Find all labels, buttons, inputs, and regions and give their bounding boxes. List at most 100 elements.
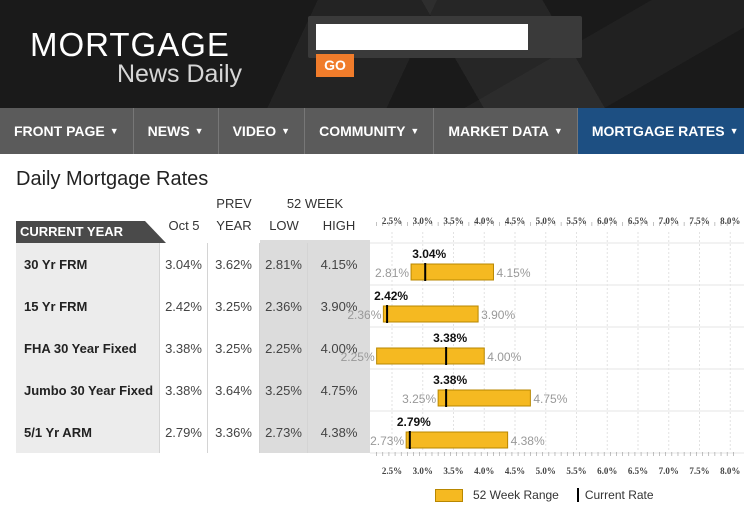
high-rate-label: 4.15% xyxy=(496,266,530,280)
chart-legend: 52 Week Range Current Rate xyxy=(435,488,654,502)
current-rate-label: 2.79% xyxy=(397,415,431,429)
main-nav: FRONT PAGE ▼ NEWS ▼ VIDEO ▼ COMMUNITY ▼ MARK… xyxy=(0,108,744,154)
cell-oct: 2.42% xyxy=(160,285,208,327)
caret-down-icon: ▼ xyxy=(410,126,420,136)
logo-main[interactable]: MORTGAGE xyxy=(30,26,230,63)
axis-tick-label: 8.0% xyxy=(720,216,740,226)
range-bar xyxy=(382,305,479,323)
current-rate-label: 3.38% xyxy=(433,331,467,345)
axis-tick-label: 7.5% xyxy=(689,466,709,476)
cell-low: 2.36% xyxy=(260,285,308,327)
axis-tick-label: 2.5% xyxy=(382,466,402,476)
table-row: Jumbo 30 Year Fixed 3.38% 3.64% 3.25% 4.… xyxy=(16,369,370,411)
current-rate-label: 3.38% xyxy=(433,373,467,387)
high-rate-label: 4.75% xyxy=(533,392,567,406)
go-button[interactable]: GO xyxy=(316,54,354,77)
axis-tick-label: 3.0% xyxy=(413,216,433,226)
current-rate-label: 2.42% xyxy=(374,289,408,303)
cell-prev: 3.36% xyxy=(208,411,260,453)
cell-oct: 2.79% xyxy=(160,411,208,453)
cell-prev: 3.62% xyxy=(208,243,260,285)
axis-tick-label: 6.5% xyxy=(628,466,648,476)
row-name[interactable]: FHA 30 Year Fixed xyxy=(16,327,160,369)
axis-tick-label: 4.5% xyxy=(505,466,525,476)
cell-prev: 3.64% xyxy=(208,369,260,411)
current-rate-label: 3.04% xyxy=(412,247,446,261)
cell-low: 3.25% xyxy=(260,369,308,411)
nav-item-community[interactable]: COMMUNITY ▼ xyxy=(305,108,435,154)
axis-tick-label: 7.0% xyxy=(659,466,679,476)
page-title: Daily Mortgage Rates xyxy=(16,168,209,190)
col-header-prev: PREV xyxy=(216,196,252,211)
logo-sub[interactable]: News Daily xyxy=(117,60,243,88)
caret-down-icon: ▼ xyxy=(194,126,204,136)
legend-current-label: Current Rate xyxy=(584,488,654,502)
axis-tick-label: 6.0% xyxy=(597,216,617,226)
axis-tick-label: 6.5% xyxy=(628,216,648,226)
search-input[interactable] xyxy=(316,24,528,50)
axis-tick-label: 4.0% xyxy=(474,216,494,226)
legend-range-swatch xyxy=(435,488,463,502)
cell-low: 2.73% xyxy=(260,411,308,453)
cell-prev: 3.25% xyxy=(208,285,260,327)
legend-range-label: 52 Week Range xyxy=(473,488,559,502)
cell-oct: 3.38% xyxy=(160,327,208,369)
axis-tick-label: 5.5% xyxy=(566,466,586,476)
nav-item-video[interactable]: VIDEO ▼ xyxy=(219,108,306,154)
axis-tick-label: 3.5% xyxy=(443,466,463,476)
row-name[interactable]: Jumbo 30 Year Fixed xyxy=(16,369,160,411)
cell-oct: 3.04% xyxy=(160,243,208,285)
axis-tick-label: 5.0% xyxy=(536,466,556,476)
axis-tick-label: 2.5% xyxy=(382,216,402,226)
cell-high: 4.00% xyxy=(308,327,370,369)
cell-high: 4.75% xyxy=(308,369,370,411)
current-year-tab[interactable]: CURRENT YEAR xyxy=(16,221,166,243)
axis-tick-label: 6.0% xyxy=(597,466,617,476)
high-rate-label: 3.90% xyxy=(481,308,515,322)
cell-high: 4.38% xyxy=(308,411,370,453)
caret-down-icon: ▼ xyxy=(553,126,563,136)
row-name[interactable]: 15 Yr FRM xyxy=(16,285,160,327)
nav-item-front-page[interactable]: FRONT PAGE ▼ xyxy=(0,108,134,154)
range-bar xyxy=(410,263,494,281)
cell-oct: 3.38% xyxy=(160,369,208,411)
range-bar xyxy=(437,389,531,407)
col-header-low: LOW xyxy=(269,218,299,233)
axis-tick-label: 3.0% xyxy=(413,466,433,476)
axis-tick-label: 8.0% xyxy=(720,466,740,476)
nav-item-news[interactable]: NEWS ▼ xyxy=(134,108,219,154)
caret-down-icon: ▼ xyxy=(281,126,291,136)
row-name[interactable]: 5/1 Yr ARM xyxy=(16,411,160,453)
axis-tick-label: 3.5% xyxy=(443,216,463,226)
axis-tick-label: 7.5% xyxy=(689,216,709,226)
table-row: 15 Yr FRM 2.42% 3.25% 2.36% 3.90% xyxy=(16,285,370,327)
cell-low: 2.25% xyxy=(260,327,308,369)
low-rate-label: 2.73% xyxy=(370,434,404,448)
axis-tick-label: 4.0% xyxy=(474,466,494,476)
cell-high: 3.90% xyxy=(308,285,370,327)
table-row: FHA 30 Year Fixed 3.38% 3.25% 2.25% 4.00… xyxy=(16,327,370,369)
table-row: 5/1 Yr ARM 2.79% 3.36% 2.73% 4.38% xyxy=(16,411,370,453)
axis-tick-label: 5.5% xyxy=(566,216,586,226)
col-header-52week: 52 WEEK xyxy=(286,196,344,211)
nav-item-market-data[interactable]: MARKET DATA ▼ xyxy=(434,108,578,154)
legend-current-marker xyxy=(576,488,579,502)
low-rate-label: 2.25% xyxy=(341,350,375,364)
low-rate-label: 2.36% xyxy=(347,308,381,322)
range-bar xyxy=(405,431,509,449)
col-header-high: HIGH xyxy=(322,218,356,233)
table-row: 30 Yr FRM 3.04% 3.62% 2.81% 4.15% xyxy=(16,243,370,285)
low-rate-label: 2.81% xyxy=(375,266,409,280)
high-rate-label: 4.38% xyxy=(511,434,545,448)
caret-down-icon: ▼ xyxy=(729,126,739,136)
col-header-year: YEAR xyxy=(216,218,252,233)
cell-high: 4.15% xyxy=(308,243,370,285)
cell-prev: 3.25% xyxy=(208,327,260,369)
caret-down-icon: ▼ xyxy=(109,126,119,136)
nav-item-mortgage-rates[interactable]: MORTGAGE RATES ▼ xyxy=(577,108,744,154)
low-rate-label: 3.25% xyxy=(402,392,436,406)
axis-tick-label: 5.0% xyxy=(536,216,556,226)
col-header-oct: Oct 5 xyxy=(168,218,200,233)
row-name[interactable]: 30 Yr FRM xyxy=(16,243,160,285)
range-bar xyxy=(376,347,485,365)
